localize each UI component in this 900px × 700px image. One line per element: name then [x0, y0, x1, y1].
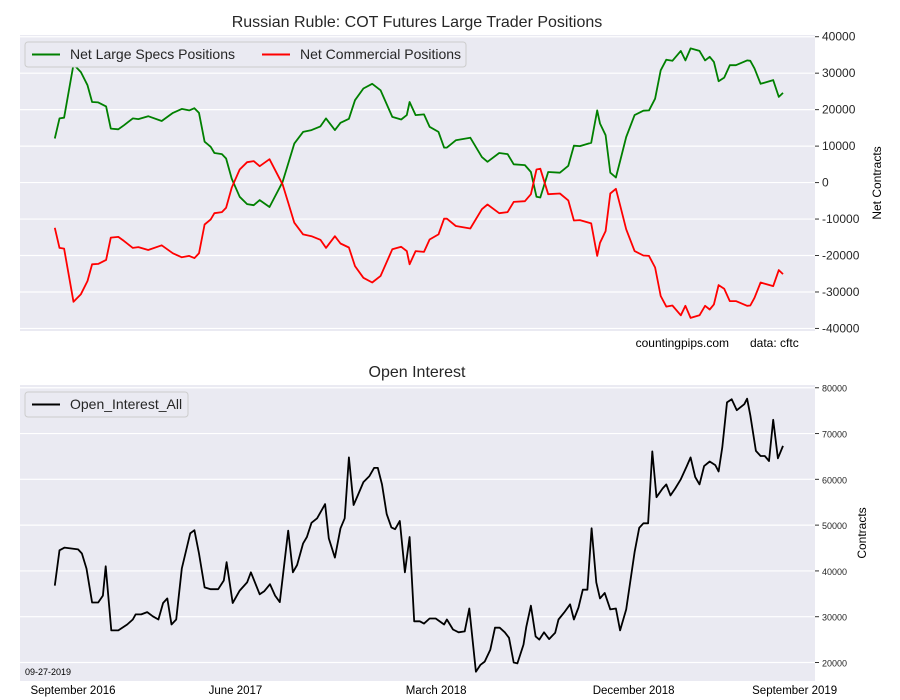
plot-area: [20, 385, 815, 681]
data-source-annotation: data: cftc: [750, 336, 799, 350]
legend-label: Open_Interest_All: [70, 396, 182, 412]
series-line-net-large-specs-positions: [53, 47, 784, 208]
y-tick-label: 60000: [822, 475, 847, 485]
positions-y-axis-label: Net Contracts: [870, 146, 884, 219]
legend-label: Net Large Specs Positions: [70, 46, 235, 62]
y-tick-label: 40000: [822, 567, 847, 577]
open-interest-chart-title: Open Interest: [369, 364, 467, 381]
open-interest-chart: Open Interest Contracts 09-27-2019 20000…: [20, 364, 869, 697]
y-tick-label: 30000: [822, 66, 856, 80]
y-tick-label: 50000: [822, 521, 847, 531]
date-stamp: 09-27-2019: [25, 667, 71, 677]
y-tick-label: 40000: [822, 30, 856, 44]
y-tick-label: 70000: [822, 430, 847, 440]
y-tick-label: 30000: [822, 613, 847, 623]
y-tick-label: -40000: [822, 321, 860, 335]
open-interest-y-axis-label: Contracts: [855, 507, 869, 558]
y-tick-label: 10000: [822, 139, 856, 153]
source-annotation: countingpips.com: [636, 336, 729, 350]
y-tick-label: -10000: [822, 212, 860, 226]
y-tick-label: 0: [822, 176, 829, 190]
x-tick-label: December 2018: [593, 685, 675, 697]
series-line-open-interest-all: [53, 397, 784, 673]
y-tick-label: -20000: [822, 249, 860, 263]
legend: [24, 391, 189, 418]
positions-chart-title: Russian Ruble: COT Futures Large Trader …: [232, 14, 603, 31]
y-tick-label: 20000: [822, 659, 847, 669]
x-tick-label: September 2019: [752, 685, 837, 697]
x-tick-label: March 2018: [406, 685, 467, 697]
y-tick-label: 80000: [822, 384, 847, 394]
legend: [24, 41, 467, 68]
x-tick-label: September 2016: [30, 685, 115, 697]
x-tick-label: June 2017: [209, 685, 263, 697]
positions-chart: Russian Ruble: COT Futures Large Trader …: [20, 14, 884, 350]
y-tick-label: -30000: [822, 285, 860, 299]
y-tick-label: 20000: [822, 103, 856, 117]
series-line-net-commercial-positions: [53, 158, 784, 319]
legend-label: Net Commercial Positions: [300, 46, 461, 62]
